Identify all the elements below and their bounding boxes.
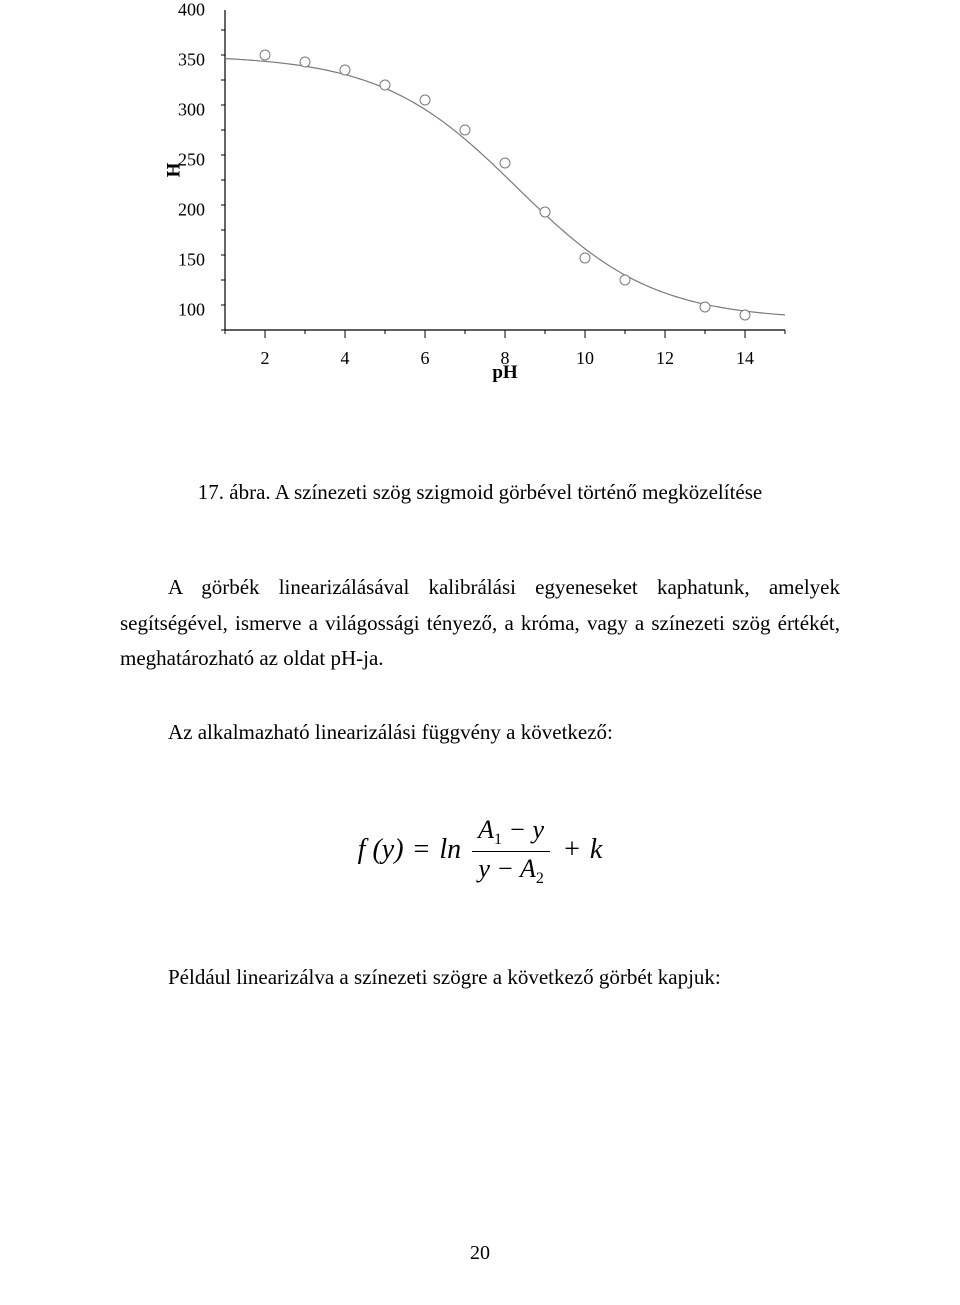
- y-tick-label: 350: [165, 50, 215, 71]
- formula-denominator: y − A2: [472, 852, 550, 888]
- linearization-formula: f (y) = ln A1 − y y − A2 + k: [0, 815, 960, 888]
- paragraph-2: Az alkalmazható linearizálási függvény a…: [120, 715, 840, 751]
- formula-eq: =: [411, 834, 433, 865]
- x-axis-label: pH: [492, 362, 517, 432]
- x-tick-label: 8: [501, 340, 510, 369]
- formula-fraction: A1 − y y − A2: [472, 815, 550, 888]
- x-tick-label: 10: [576, 340, 594, 369]
- formula-ln: ln: [439, 834, 461, 865]
- x-tick-label: 6: [421, 340, 430, 369]
- x-tick-label: 2: [261, 340, 270, 369]
- paragraph-3: Például linearizálva a színezeti szögre …: [120, 960, 840, 996]
- page: H pH 1001502002503003504002468101214 17.…: [0, 0, 960, 1305]
- sigmoid-chart: H pH 1001502002503003504002468101214: [165, 0, 795, 420]
- formula-k: k: [590, 834, 602, 865]
- y-tick-label: 100: [165, 300, 215, 321]
- x-tick-label: 12: [656, 340, 674, 369]
- x-tick-label: 4: [341, 340, 350, 369]
- y-tick-label: 150: [165, 250, 215, 271]
- y-tick-label: 250: [165, 150, 215, 171]
- figure-caption: 17. ábra. A színezeti szög szigmoid görb…: [0, 480, 960, 505]
- page-number: 20: [0, 1242, 960, 1265]
- x-tick-label: 14: [736, 340, 754, 369]
- formula-lhs: f (y): [358, 834, 404, 865]
- chart-svg: [165, 0, 795, 370]
- paragraph-1: A görbék linearizálásával kalibrálási eg…: [120, 570, 840, 677]
- y-tick-label: 200: [165, 200, 215, 221]
- formula-numerator: A1 − y: [472, 815, 550, 852]
- y-tick-label: 300: [165, 100, 215, 121]
- y-tick-label: 400: [165, 0, 215, 21]
- formula-plus: +: [561, 834, 583, 865]
